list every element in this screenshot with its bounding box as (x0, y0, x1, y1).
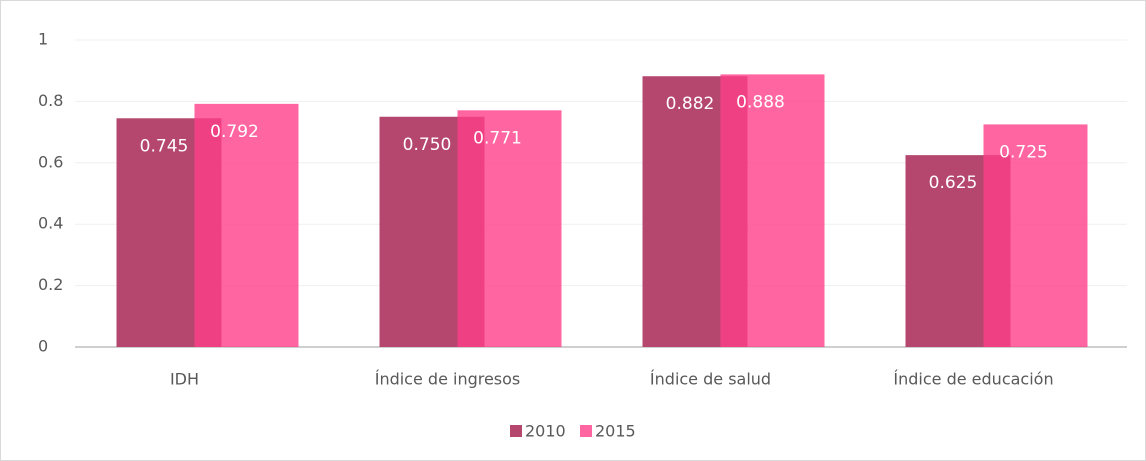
value-label: 0.771 (473, 128, 522, 148)
y-tick-label: 0.4 (38, 214, 63, 233)
value-label: 0.888 (736, 92, 785, 112)
bar (194, 103, 299, 347)
value-label: 0.745 (140, 136, 189, 156)
legend-swatch (580, 425, 592, 437)
y-tick-label: 1 (38, 30, 48, 49)
x-tick-label: IDH (170, 370, 199, 389)
y-tick-label: 0.2 (38, 275, 63, 294)
y-tick-label: 0 (38, 337, 48, 356)
bar (983, 124, 1088, 347)
value-label: 0.750 (403, 135, 452, 155)
value-label: 0.725 (999, 142, 1048, 162)
value-label: 0.792 (210, 122, 259, 142)
value-label: 0.625 (929, 173, 978, 193)
legend-label: 2015 (595, 422, 636, 441)
value-label: 0.882 (666, 94, 715, 114)
legend-swatch (510, 425, 522, 437)
bar (457, 110, 562, 347)
y-tick-label: 0.8 (38, 91, 63, 110)
x-tick-label: Índice de salud (650, 370, 771, 389)
x-tick-label: Índice de educación (893, 370, 1053, 389)
y-tick-label: 0.6 (38, 152, 63, 171)
bar (720, 74, 825, 347)
legend-label: 2010 (525, 422, 566, 441)
x-tick-label: Índice de ingresos (375, 370, 521, 389)
